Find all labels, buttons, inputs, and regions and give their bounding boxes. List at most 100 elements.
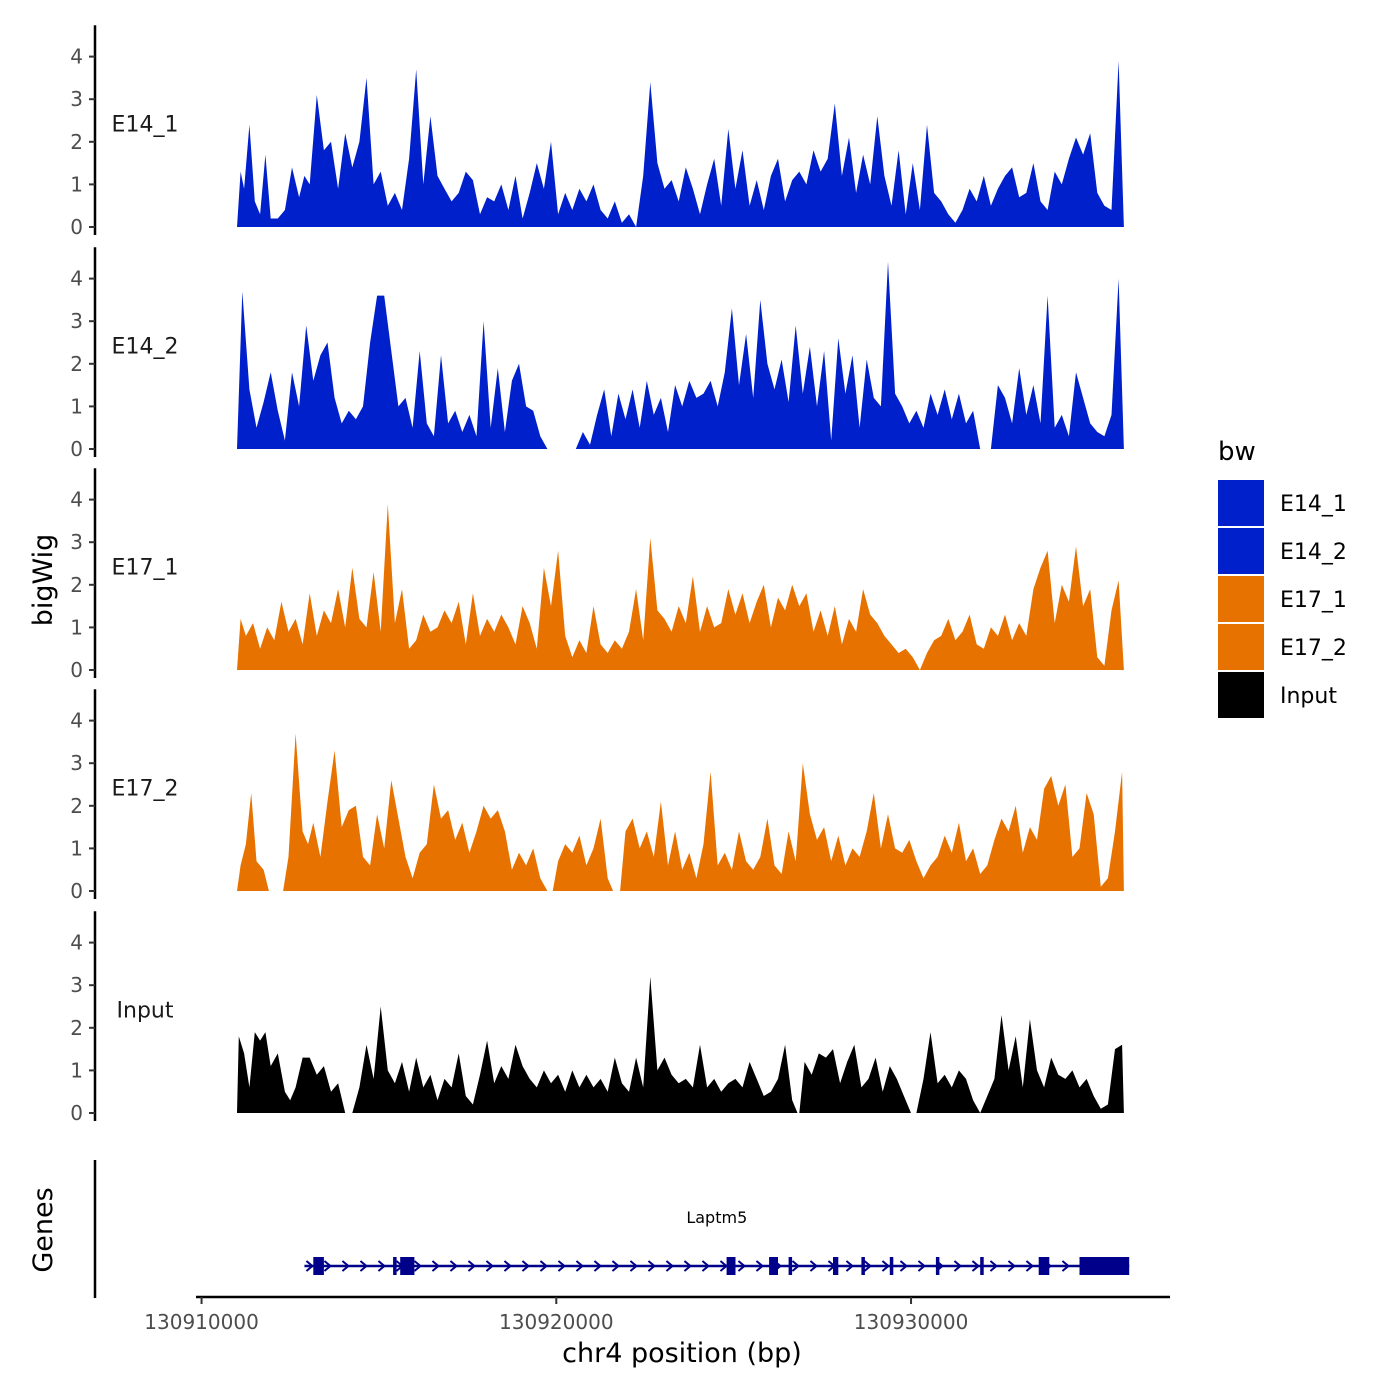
strand-arrow: [1007, 1260, 1016, 1272]
legend-label: E14_1: [1280, 492, 1347, 517]
y-tick-label: 4: [70, 488, 83, 512]
strand-arrow: [917, 1260, 926, 1272]
exon-block: [861, 1257, 865, 1275]
y-tick-label: 1: [70, 1058, 83, 1082]
y-tick-label: 1: [70, 394, 83, 418]
strand-arrow: [719, 1260, 728, 1272]
legend: bw E14_1 E14_2 E17_1 E17_2 Input: [1218, 437, 1347, 718]
area-series: [237, 60, 1124, 228]
y-tick-label: 4: [70, 931, 83, 955]
exon-block: [393, 1257, 397, 1275]
strand-arrow: [305, 1260, 314, 1272]
strand-arrow: [755, 1260, 764, 1272]
y-tick-label: 0: [70, 1101, 83, 1125]
strand-arrow: [377, 1260, 386, 1272]
strand-arrow: [989, 1260, 998, 1272]
genes-axis-title: Genes: [28, 1187, 59, 1272]
y-tick-label: 0: [70, 215, 83, 239]
y-tick-label: 3: [70, 87, 83, 111]
y-tick-label: 0: [70, 437, 83, 461]
legend-label: E14_2: [1280, 540, 1347, 565]
exon-block: [769, 1257, 778, 1275]
exon-block: [313, 1257, 324, 1275]
gene-name-label: Laptm5: [686, 1208, 747, 1227]
strand-arrow: [845, 1260, 854, 1272]
y-tick-label: 4: [70, 267, 83, 291]
x-tick-label: 130920000: [499, 1310, 614, 1334]
area-series: [237, 503, 1124, 670]
strand-arrow: [503, 1260, 512, 1272]
strand-arrow: [359, 1260, 368, 1272]
strand-arrow: [953, 1260, 962, 1272]
x-axis-title: chr4 position (bp): [562, 1338, 802, 1369]
legend-label: Input: [1280, 684, 1337, 709]
exon-block: [935, 1257, 940, 1275]
legend-swatch: [1218, 576, 1264, 622]
strand-arrow: [431, 1260, 440, 1272]
exon-block: [833, 1257, 839, 1275]
track-e17-1: 0 1 2 3 4 E17_1: [70, 468, 1124, 682]
area-series: [237, 976, 1124, 1113]
track-e14-1: 0 1 2 3 4 E14_1: [70, 25, 1124, 239]
exon-block: [1079, 1257, 1130, 1275]
y-tick-label: 1: [70, 172, 83, 196]
legend-swatch: [1218, 528, 1264, 574]
strand-arrow: [701, 1260, 710, 1272]
strand-arrow: [467, 1260, 476, 1272]
strand-arrow: [341, 1260, 350, 1272]
exon-block: [889, 1257, 894, 1275]
exon-block: [726, 1257, 736, 1275]
exon-block: [980, 1257, 984, 1275]
y-tick-label: 2: [70, 573, 83, 597]
y-tick-label: 3: [70, 309, 83, 333]
strand-arrow: [323, 1260, 332, 1272]
track-label: E14_2: [112, 334, 179, 359]
track-e14-2: 0 1 2 3 4 E14_2: [70, 247, 1124, 461]
strand-arrow: [485, 1260, 494, 1272]
y-tick-label: 3: [70, 751, 83, 775]
y-tick-label: 3: [70, 530, 83, 554]
strand-arrow: [593, 1260, 602, 1272]
strand-arrow: [629, 1260, 638, 1272]
exon-block: [788, 1257, 793, 1275]
y-tick-label: 0: [70, 658, 83, 682]
strand-arrow: [575, 1260, 584, 1272]
strand-arrow: [521, 1260, 530, 1272]
y-tick-label: 4: [70, 45, 83, 69]
y-tick-label: 4: [70, 709, 83, 733]
strand-arrow: [539, 1260, 548, 1272]
strand-arrow: [1025, 1260, 1034, 1272]
gene-track: Laptm5: [93, 1160, 1130, 1298]
legend-swatch: [1218, 672, 1264, 718]
y-tick-label: 1: [70, 836, 83, 860]
x-tick-label: 130910000: [144, 1310, 259, 1334]
strand-arrow: [683, 1260, 692, 1272]
legend-label: E17_1: [1280, 588, 1347, 613]
strand-arrow: [737, 1260, 746, 1272]
strand-arrow: [647, 1260, 656, 1272]
exon-block: [400, 1257, 415, 1275]
track-label: E17_1: [112, 555, 179, 580]
strand-arrow: [1061, 1260, 1070, 1272]
y-tick-label: 2: [70, 130, 83, 154]
track-input: 0 1 2 3 4 Input: [70, 911, 1124, 1125]
y-axis-title: bigWig: [28, 534, 59, 627]
track-label: E14_1: [112, 112, 179, 137]
strand-arrow: [449, 1260, 458, 1272]
y-tick-label: 2: [70, 1016, 83, 1040]
legend-title: bw: [1218, 437, 1256, 467]
area-series: [237, 733, 1124, 891]
strand-arrow: [863, 1260, 872, 1272]
strand-arrow: [899, 1260, 908, 1272]
y-tick-label: 3: [70, 973, 83, 997]
exon-block: [1038, 1257, 1050, 1275]
strand-arrow: [557, 1260, 566, 1272]
track-label: E17_2: [112, 776, 179, 801]
y-tick-label: 0: [70, 879, 83, 903]
strand-arrow: [791, 1260, 800, 1272]
y-tick-label: 2: [70, 794, 83, 818]
strand-arrow: [971, 1260, 980, 1272]
strand-arrow: [809, 1260, 818, 1272]
